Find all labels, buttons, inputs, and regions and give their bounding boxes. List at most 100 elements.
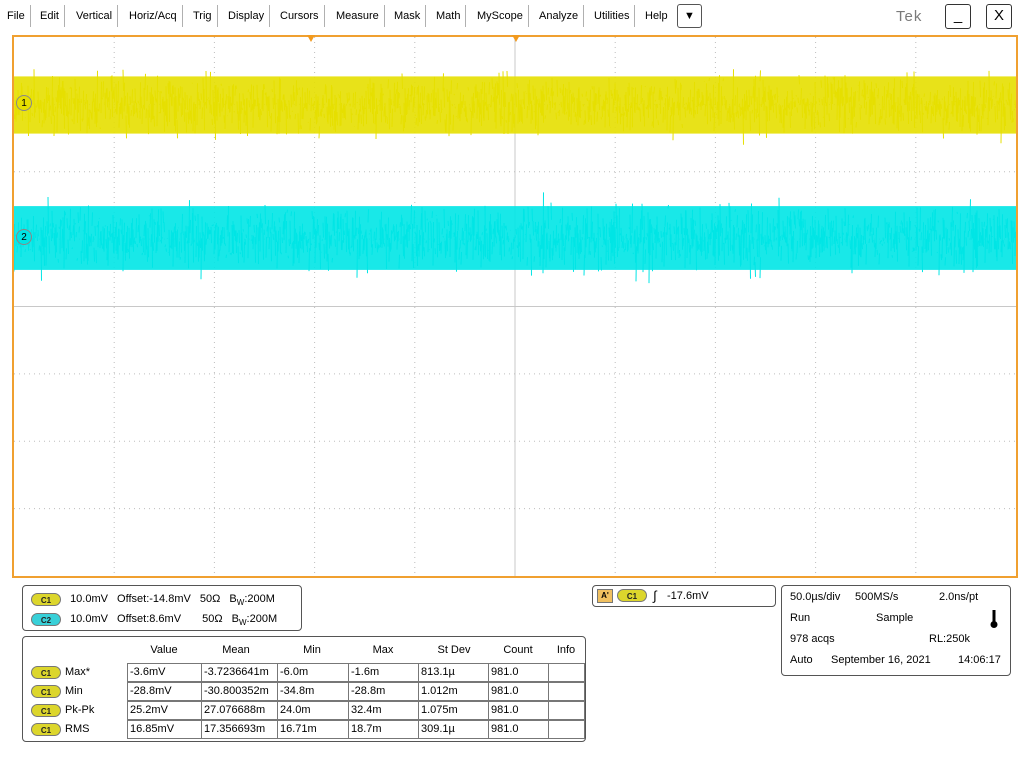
record-length: RL:250k: [929, 633, 970, 645]
col-header-count: Count: [503, 644, 533, 656]
ch1-settings-row[interactable]: C1 10.0mV Offset:-14.8mV 50Ω BW:200M: [31, 590, 281, 608]
menu-trig[interactable]: Trig: [188, 5, 218, 27]
col-header-stdev: St Dev: [437, 644, 471, 656]
cell-mean: -30.800352m: [201, 682, 278, 701]
table-row[interactable]: C1 Pk-Pk 25.2mV 27.076688m 24.0m 32.4m 1.075m 9…: [23, 701, 587, 720]
minimize-button[interactable]: _: [945, 4, 971, 29]
sample-rate: 500MS/s: [855, 591, 899, 603]
menu-bar: File Edit Vertical Horiz/Acq Trig Displa…: [0, 0, 1024, 33]
ch1-scale: 10.0mV: [70, 593, 108, 605]
time: 14:06:17: [958, 654, 1001, 666]
cell-value: 16.85mV: [127, 720, 202, 739]
measurement-label: C1 Max*: [31, 663, 90, 682]
table-row[interactable]: C1 Min -28.8mV -30.800352m -34.8m -28.8m 1.012…: [23, 682, 587, 701]
horizontal-acquisition-readout[interactable]: 50.0µs/div 500MS/s 2.0ns/pt Run Sample 9…: [781, 585, 1011, 676]
time-resolution: 2.0ns/pt: [939, 591, 979, 603]
trigger-level: -17.6mV: [667, 590, 709, 602]
menu-vertical[interactable]: Vertical: [71, 5, 119, 27]
thermometer-icon: [988, 609, 1000, 629]
acquisition-count: 978 acqs: [790, 633, 835, 645]
ch1-impedance: 50Ω: [199, 593, 221, 605]
measurement-label: C1 Pk-Pk: [31, 701, 94, 720]
menu-analyze[interactable]: Analyze: [534, 5, 585, 27]
cell-info: [548, 720, 585, 739]
ch2-waveform: [14, 192, 1016, 284]
cell-min: -6.0m: [277, 663, 349, 682]
menu-utilities[interactable]: Utilities: [589, 5, 636, 27]
graticule: [14, 37, 1016, 576]
col-header-mean: Mean: [222, 644, 250, 656]
col-header-max: Max: [372, 644, 394, 656]
cell-max: 32.4m: [348, 701, 419, 720]
cell-stdev: 1.075m: [418, 701, 489, 720]
menu-dropdown-button[interactable]: ▼: [677, 4, 702, 28]
measurement-name: Min: [65, 685, 83, 697]
cell-count: 981.0: [488, 663, 549, 682]
menu-measure[interactable]: Measure: [331, 5, 385, 27]
ch1-ground-marker[interactable]: 1: [16, 95, 32, 111]
trigger-mode-badge: A': [597, 589, 613, 603]
measurement-name: Pk-Pk: [65, 704, 95, 716]
col-header-min: Min: [303, 644, 321, 656]
menu-file[interactable]: File: [2, 5, 31, 27]
ch2-scale: 10.0mV: [70, 613, 108, 625]
acquisition-mode: Sample: [876, 612, 914, 624]
cell-mean: 17.356693m: [201, 720, 278, 739]
trigger-position-marker[interactable]: [307, 35, 315, 42]
measurement-name: Max*: [65, 666, 91, 678]
cell-value: 25.2mV: [127, 701, 202, 720]
trigger-source-badge: C1: [617, 589, 647, 602]
acquisition-state: Run: [790, 612, 811, 624]
cell-stdev: 1.012m: [418, 682, 489, 701]
menu-cursors[interactable]: Cursors: [275, 5, 325, 27]
ch1-bandwidth: BW:200M: [229, 593, 275, 608]
menu-mask[interactable]: Mask: [389, 5, 427, 27]
cell-max: 18.7m: [348, 720, 419, 739]
close-button[interactable]: X: [986, 4, 1012, 29]
time-per-div: 50.0µs/div: [790, 591, 841, 603]
trigger-mode: Auto: [790, 654, 813, 666]
menu-display[interactable]: Display: [223, 5, 271, 27]
ch2-offset: Offset:8.6mV: [117, 613, 182, 625]
menu-math[interactable]: Math: [431, 5, 467, 27]
ch2-badge: C2: [31, 612, 61, 626]
source-badge: C1: [31, 703, 61, 717]
source-badge: C1: [31, 665, 61, 679]
cell-info: [548, 663, 585, 682]
cell-count: 981.0: [488, 701, 549, 720]
ch1-waveform: [14, 69, 1016, 145]
col-header-info: Info: [556, 644, 576, 656]
menu-edit[interactable]: Edit: [35, 5, 65, 27]
expansion-point-marker[interactable]: [512, 35, 520, 42]
ch1-badge: C1: [31, 592, 61, 606]
rising-edge-icon: ∫: [653, 588, 657, 603]
cell-count: 981.0: [488, 682, 549, 701]
menu-myscope[interactable]: MyScope: [472, 5, 529, 27]
cell-stdev: 309.1µ: [418, 720, 489, 739]
table-row[interactable]: C1 RMS 16.85mV 17.356693m 16.71m 18.7m 309.1µ 9…: [23, 720, 587, 739]
ch2-ground-marker[interactable]: 2: [16, 229, 32, 245]
trigger-readout[interactable]: A' C1 ∫ -17.6mV: [592, 585, 776, 607]
cell-min: 16.71m: [277, 720, 349, 739]
measurement-table[interactable]: Value Mean Min Max St Dev Count Info C1 M…: [22, 636, 586, 742]
cell-mean: -3.7236641m: [201, 663, 278, 682]
cell-max: -1.6m: [348, 663, 419, 682]
ch1-offset: Offset:-14.8mV: [117, 593, 191, 605]
cell-value: -28.8mV: [127, 682, 202, 701]
channel-settings-panel: C1 10.0mV Offset:-14.8mV 50Ω BW:200M C2 …: [22, 585, 302, 631]
waveform-display[interactable]: 1 2: [12, 35, 1018, 578]
ch2-bandwidth: BW:200M: [231, 613, 278, 628]
cell-count: 981.0: [488, 720, 549, 739]
date: September 16, 2021: [831, 654, 931, 666]
table-row[interactable]: C1 Max* -3.6mV -3.7236641m -6.0m -1.6m 813.1µ 9…: [23, 663, 587, 682]
cell-min: 24.0m: [277, 701, 349, 720]
brand-logo: Tek: [896, 8, 923, 25]
cell-info: [548, 682, 585, 701]
cell-info: [548, 701, 585, 720]
measurement-label: C1 Min: [31, 682, 83, 701]
menu-horiz-acq[interactable]: Horiz/Acq: [124, 5, 183, 27]
ch2-settings-row[interactable]: C2 10.0mV Offset:8.6mV 50Ω BW:200M: [31, 610, 283, 628]
cell-max: -28.8m: [348, 682, 419, 701]
menu-help[interactable]: Help: [645, 10, 668, 22]
measurement-label: C1 RMS: [31, 720, 89, 739]
